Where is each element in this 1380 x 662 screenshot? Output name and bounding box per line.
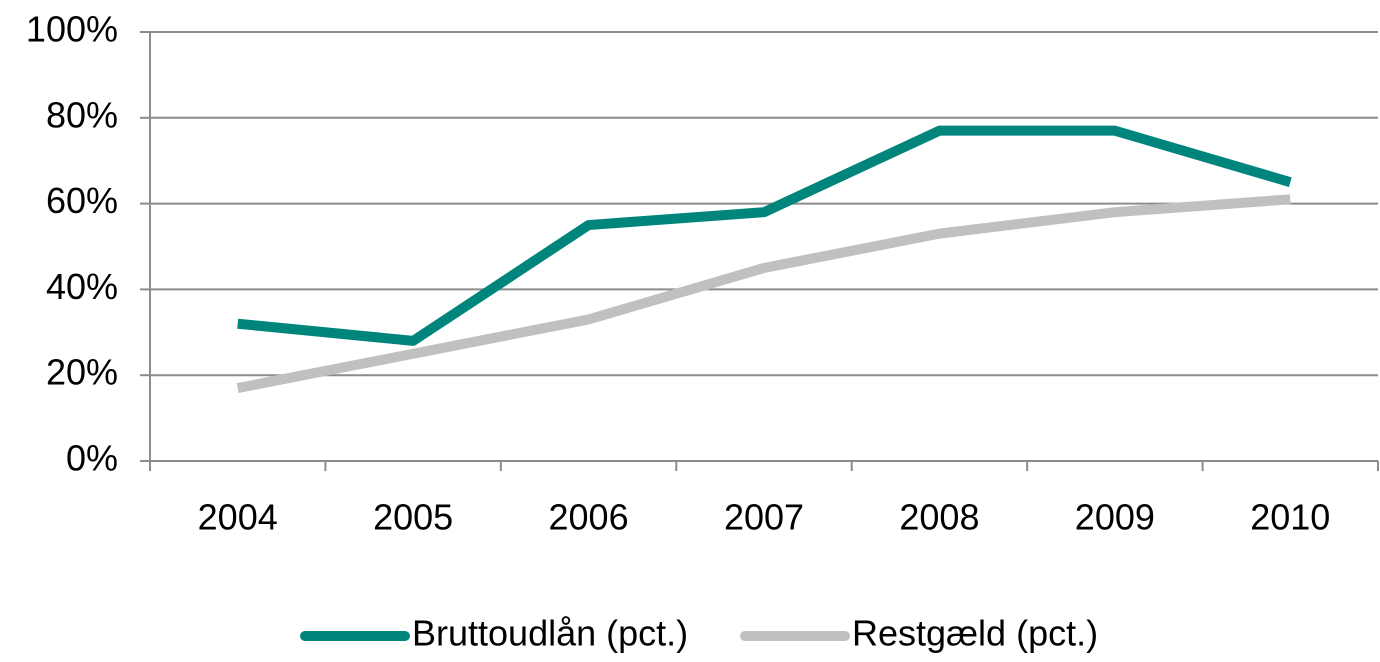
y-tick-label: 80% xyxy=(46,94,118,135)
x-tick-label: 2005 xyxy=(373,497,453,538)
y-tick-label: 100% xyxy=(26,9,118,50)
legend-label: Bruttoudlån (pct.) xyxy=(412,613,688,654)
x-tick-label: 2004 xyxy=(198,497,278,538)
x-tick-label: 2010 xyxy=(1250,497,1330,538)
x-tick-label: 2006 xyxy=(549,497,629,538)
x-tick-label: 2007 xyxy=(724,497,804,538)
y-tick-label: 0% xyxy=(66,438,118,479)
legend-label: Restgæld (pct.) xyxy=(852,613,1098,654)
series-line xyxy=(236,194,1291,393)
series-line xyxy=(237,125,1292,346)
y-tick-label: 40% xyxy=(46,266,118,307)
x-tick-label: 2009 xyxy=(1075,497,1155,538)
y-tick-label: 20% xyxy=(46,352,118,393)
x-tick-label: 2008 xyxy=(899,497,979,538)
y-tick-label: 60% xyxy=(46,180,118,221)
